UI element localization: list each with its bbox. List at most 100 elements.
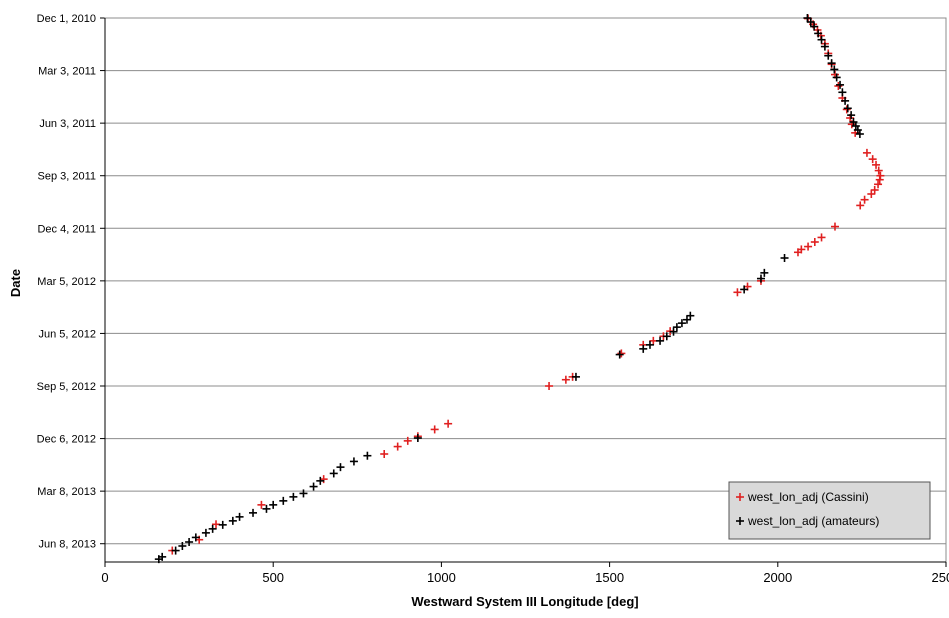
cassini-point	[868, 155, 877, 164]
amateur-point	[662, 332, 671, 341]
x-tick-label: 1500	[595, 570, 624, 585]
cassini-point	[830, 222, 839, 231]
amateur-point	[830, 65, 839, 74]
amateur-point	[413, 434, 422, 442]
amateur-point	[329, 469, 338, 478]
amateur-point	[349, 457, 358, 466]
amateur-point	[639, 344, 648, 353]
x-tick-label: 2500	[932, 570, 949, 585]
amateur-point	[336, 463, 345, 472]
amateur-point	[669, 327, 678, 336]
amateur-point	[841, 96, 850, 105]
y-tick-label: Mar 5, 2012	[37, 276, 96, 288]
cassini-point	[545, 382, 554, 390]
amateur-point	[299, 489, 308, 498]
amateur-point	[838, 88, 847, 97]
y-tick-label: Mar 3, 2011	[38, 66, 96, 78]
x-tick-label: 1000	[427, 570, 456, 585]
amateur-point	[855, 130, 864, 138]
cassini-point	[793, 248, 802, 257]
cassini-point	[874, 180, 883, 189]
cassini-point	[561, 375, 570, 384]
cassini-point	[860, 195, 869, 204]
cassini-point	[874, 166, 883, 175]
amateur-point	[262, 504, 271, 513]
cassini-point	[810, 238, 819, 246]
amateur-point	[615, 350, 624, 359]
cassini-point	[444, 419, 453, 428]
cassini-point	[875, 175, 884, 184]
y-tick-label: Sep 5, 2012	[37, 381, 96, 393]
amateur-point	[760, 268, 769, 277]
amateur-point	[228, 516, 237, 525]
y-tick-label: Jun 5, 2012	[39, 328, 97, 340]
amateur-point	[810, 22, 819, 31]
cassini-point	[403, 436, 412, 445]
y-tick-label: Jun 3, 2011	[39, 118, 96, 130]
x-tick-label: 2000	[763, 570, 792, 585]
amateur-point	[806, 18, 815, 26]
amateur-point	[571, 372, 580, 381]
amateur-point	[677, 319, 686, 328]
y-tick-label: Jun 8, 2013	[39, 539, 97, 551]
legend-plus-cassini	[736, 493, 744, 501]
amateur-point	[171, 546, 180, 555]
amateur-point	[316, 476, 325, 485]
cassini-point	[867, 190, 876, 198]
cassini-point	[380, 450, 389, 458]
cassini-point	[817, 233, 826, 242]
amateur-point	[756, 274, 765, 283]
cassini-point	[804, 242, 813, 251]
amateur-point	[218, 520, 227, 529]
amateur-point	[208, 524, 217, 533]
amateur-point	[656, 336, 665, 345]
y-tick-label: Dec 4, 2011	[37, 223, 96, 235]
amateur-point	[201, 528, 210, 537]
amateur-point	[672, 323, 681, 332]
x-tick-label: 0	[101, 570, 108, 585]
y-axis-title: Date	[8, 269, 23, 297]
data-points	[154, 14, 885, 564]
cassini-point	[834, 82, 843, 90]
amateur-point	[814, 29, 823, 38]
y-tick-label: Dec 6, 2012	[37, 434, 96, 446]
legend-plus-amateurs	[736, 517, 744, 525]
cassini-point	[393, 442, 402, 451]
cassini-point	[856, 201, 865, 210]
y-tick-label: Mar 8, 2013	[37, 486, 96, 498]
amateur-point	[824, 51, 833, 60]
amateur-point	[843, 104, 852, 113]
cassini-point	[212, 520, 221, 529]
legend-marker-cassini	[736, 493, 744, 501]
amateur-point	[827, 59, 836, 68]
amateur-point	[191, 533, 200, 542]
amateur-point	[309, 482, 318, 491]
amateur-point	[178, 542, 187, 550]
cassini-point	[862, 148, 871, 157]
x-axis-title: Westward System III Longitude [deg]	[411, 594, 638, 609]
y-tick-label: Sep 3, 2011	[37, 171, 96, 183]
cassini-point	[257, 500, 266, 509]
amateur-point	[154, 555, 163, 564]
amateur-point	[363, 451, 372, 460]
amateur-point	[249, 508, 258, 517]
cassini-point	[430, 425, 439, 434]
amateur-point	[289, 492, 298, 501]
legend-marker-amateurs	[736, 517, 744, 525]
legend-label-amateurs: west_lon_adj (amateurs)	[747, 514, 879, 528]
amateur-point	[645, 340, 654, 349]
amateur-point	[820, 42, 829, 51]
axis-labels: Dec 1, 2010 Mar 3, 2011 Jun 3, 2011 Sep 3, …	[37, 13, 949, 585]
amateur-point	[279, 496, 288, 505]
amateur-point	[235, 512, 244, 521]
cassini-point	[872, 160, 881, 169]
amateur-point	[185, 538, 194, 546]
cassini-point	[842, 105, 851, 114]
amateur-point	[836, 80, 845, 89]
amateur-point	[780, 254, 789, 262]
legend: west_lon_adj (Cassini) west_lon_adj (ama…	[728, 481, 931, 540]
plot-area-border	[104, 17, 947, 563]
amateur-point	[682, 315, 691, 324]
